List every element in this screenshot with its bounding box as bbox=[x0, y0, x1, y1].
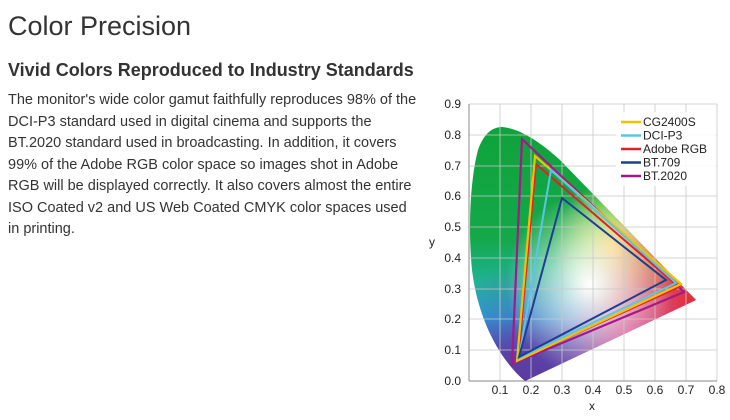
gamut-dci-p3 bbox=[517, 168, 678, 360]
y-tick: 0.5 bbox=[444, 220, 461, 234]
y-tick: 0.6 bbox=[444, 189, 461, 203]
x-tick: 0.7 bbox=[678, 383, 695, 397]
y-tick: 0.2 bbox=[444, 312, 461, 326]
chromaticity-chart: 0.0 0.1 0.2 0.3 0.4 0.5 0.6 0.7 0.8 0.9 … bbox=[420, 90, 730, 420]
x-tick: 0.2 bbox=[523, 383, 540, 397]
gamut-cg2400s bbox=[515, 153, 683, 363]
y-tick: 0.7 bbox=[444, 159, 461, 173]
section-subtitle: Vivid Colors Reproduced to Industry Stan… bbox=[8, 60, 414, 80]
y-tick-labels: 0.0 0.1 0.2 0.3 0.4 0.5 0.6 0.7 0.8 0.9 bbox=[444, 97, 461, 388]
y-tick: 0.8 bbox=[444, 128, 461, 142]
y-tick: 0.3 bbox=[444, 282, 461, 296]
legend-item-cg2400s: CG2400S bbox=[621, 115, 696, 129]
chart-legend: CG2400S DCI-P3 Adobe RGB BT.709 BT.2020 bbox=[616, 112, 716, 186]
x-tick: 0.4 bbox=[585, 383, 602, 397]
y-tick: 0.1 bbox=[444, 343, 461, 357]
legend-item-bt2020: BT.2020 bbox=[621, 169, 687, 183]
x-tick: 0.1 bbox=[492, 383, 509, 397]
legend-item-dci-p3: DCI-P3 bbox=[621, 129, 683, 143]
svg-text:CG2400S: CG2400S bbox=[643, 115, 696, 129]
y-tick: 0.4 bbox=[444, 251, 461, 265]
svg-text:DCI-P3: DCI-P3 bbox=[643, 129, 683, 143]
y-tick: 0.9 bbox=[444, 97, 461, 111]
chart-grid bbox=[469, 103, 718, 381]
x-axis-label: x bbox=[589, 399, 595, 413]
x-tick-labels: 0.1 0.2 0.3 0.4 0.5 0.6 0.7 0.8 bbox=[492, 383, 726, 397]
x-tick: 0.6 bbox=[647, 383, 664, 397]
legend-item-bt709: BT.709 bbox=[621, 156, 681, 170]
y-tick: 0.0 bbox=[444, 374, 461, 388]
svg-text:BT.2020: BT.2020 bbox=[643, 169, 687, 183]
page-title: Color Precision bbox=[8, 11, 192, 41]
description-paragraph: The monitor's wide color gamut faithfull… bbox=[8, 92, 417, 237]
y-axis-label: y bbox=[429, 235, 435, 249]
svg-text:BT.709: BT.709 bbox=[643, 156, 681, 170]
chart-svg: 0.0 0.1 0.2 0.3 0.4 0.5 0.6 0.7 0.8 0.9 … bbox=[429, 97, 726, 413]
x-tick: 0.3 bbox=[554, 383, 571, 397]
x-tick: 0.8 bbox=[709, 383, 726, 397]
legend-item-adobe-rgb: Adobe RGB bbox=[621, 142, 707, 156]
x-tick: 0.5 bbox=[616, 383, 633, 397]
svg-text:Adobe RGB: Adobe RGB bbox=[643, 142, 707, 156]
gamut-bt709 bbox=[517, 196, 668, 359]
